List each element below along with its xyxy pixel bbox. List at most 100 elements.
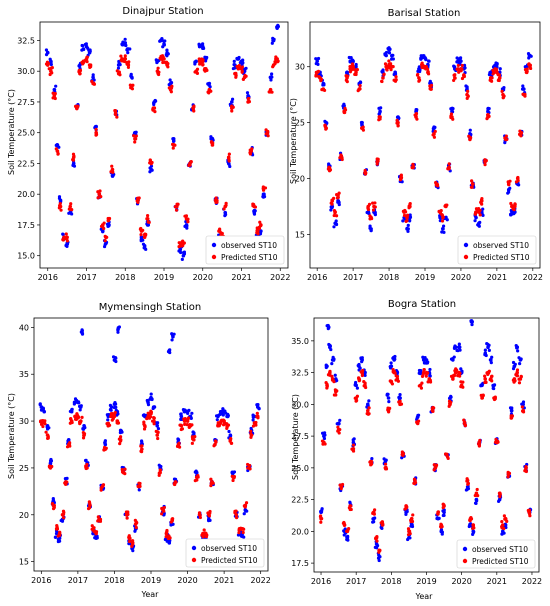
data-point (234, 509, 238, 513)
data-point (101, 230, 105, 234)
data-point (130, 544, 134, 548)
legend-label: Predicted ST10 (201, 556, 258, 565)
data-point (190, 411, 194, 415)
data-point (321, 87, 326, 91)
data-point (461, 380, 465, 384)
data-point (512, 378, 517, 383)
data-point (347, 55, 351, 60)
data-point (193, 435, 197, 439)
data-point (123, 56, 127, 61)
data-point (114, 359, 118, 364)
data-point (387, 51, 392, 55)
data-point (177, 441, 181, 445)
data-point (255, 231, 259, 235)
data-point (185, 224, 189, 228)
data-point (73, 104, 78, 108)
data-point (81, 62, 85, 66)
data-point (224, 212, 228, 217)
data-point (153, 110, 157, 114)
data-point (187, 408, 191, 412)
data-point (134, 134, 138, 138)
data-point (192, 109, 196, 113)
data-point (409, 524, 413, 528)
data-point (170, 338, 174, 342)
data-point (218, 422, 222, 426)
data-point (479, 393, 483, 397)
data-point (506, 191, 510, 195)
data-point (114, 356, 118, 360)
data-point (181, 251, 186, 255)
data-point (189, 160, 193, 164)
legend-label: observed ST10 (473, 241, 529, 250)
data-point (221, 413, 225, 417)
data-point (65, 445, 70, 449)
data-point (466, 94, 470, 98)
data-point (110, 170, 114, 174)
data-point (221, 418, 226, 422)
panel-dinajpur: Dinajpur Station Soil Temperature (°C) 2… (7, 6, 290, 282)
data-point (481, 207, 485, 211)
data-point (138, 481, 142, 486)
data-point (145, 398, 149, 403)
data-point (466, 482, 470, 486)
legend-box (457, 235, 537, 265)
data-point (521, 84, 525, 88)
data-point (146, 220, 150, 224)
data-point (114, 405, 118, 409)
data-point (87, 48, 91, 52)
data-point (417, 79, 421, 83)
data-point (89, 64, 93, 69)
data-point (483, 374, 487, 378)
data-point (375, 162, 379, 166)
data-point (101, 483, 105, 487)
data-point (127, 60, 131, 64)
data-point (494, 437, 498, 442)
data-point (134, 525, 138, 530)
data-point (57, 206, 61, 210)
data-point (314, 73, 318, 77)
data-point (460, 76, 465, 81)
data-point (431, 133, 435, 137)
data-point (68, 409, 72, 414)
data-point (143, 425, 147, 429)
data-point (363, 172, 368, 176)
data-point (120, 468, 124, 472)
data-point (435, 516, 439, 521)
data-point (418, 69, 422, 74)
data-point (462, 63, 467, 67)
data-point (350, 62, 355, 66)
data-point (489, 361, 493, 365)
data-point (336, 425, 340, 429)
data-point (441, 224, 446, 228)
data-point (248, 467, 252, 471)
data-point (54, 147, 58, 151)
data-point (64, 232, 68, 236)
data-point (163, 537, 167, 542)
data-point (335, 192, 339, 197)
data-point (330, 374, 334, 378)
x-axis-label: Year (141, 590, 160, 599)
data-point (370, 457, 374, 461)
data-point (168, 350, 172, 355)
data-point (330, 378, 335, 382)
legend-label: Predicted ST10 (472, 557, 529, 566)
data-point (336, 195, 340, 200)
data-point (398, 399, 402, 403)
data-point (398, 393, 402, 397)
data-point (130, 87, 135, 91)
data-point (139, 226, 143, 231)
data-point (484, 353, 488, 358)
data-point (468, 518, 472, 522)
y-tick-label: 15 (295, 230, 305, 239)
data-point (356, 363, 360, 368)
data-point (234, 516, 239, 520)
data-point (151, 406, 155, 411)
data-point (176, 202, 180, 206)
data-point (439, 522, 443, 526)
data-point (70, 407, 74, 411)
data-point (419, 386, 424, 390)
data-point (385, 392, 389, 396)
data-point (243, 505, 247, 509)
data-point (49, 66, 53, 70)
data-point (43, 419, 47, 423)
